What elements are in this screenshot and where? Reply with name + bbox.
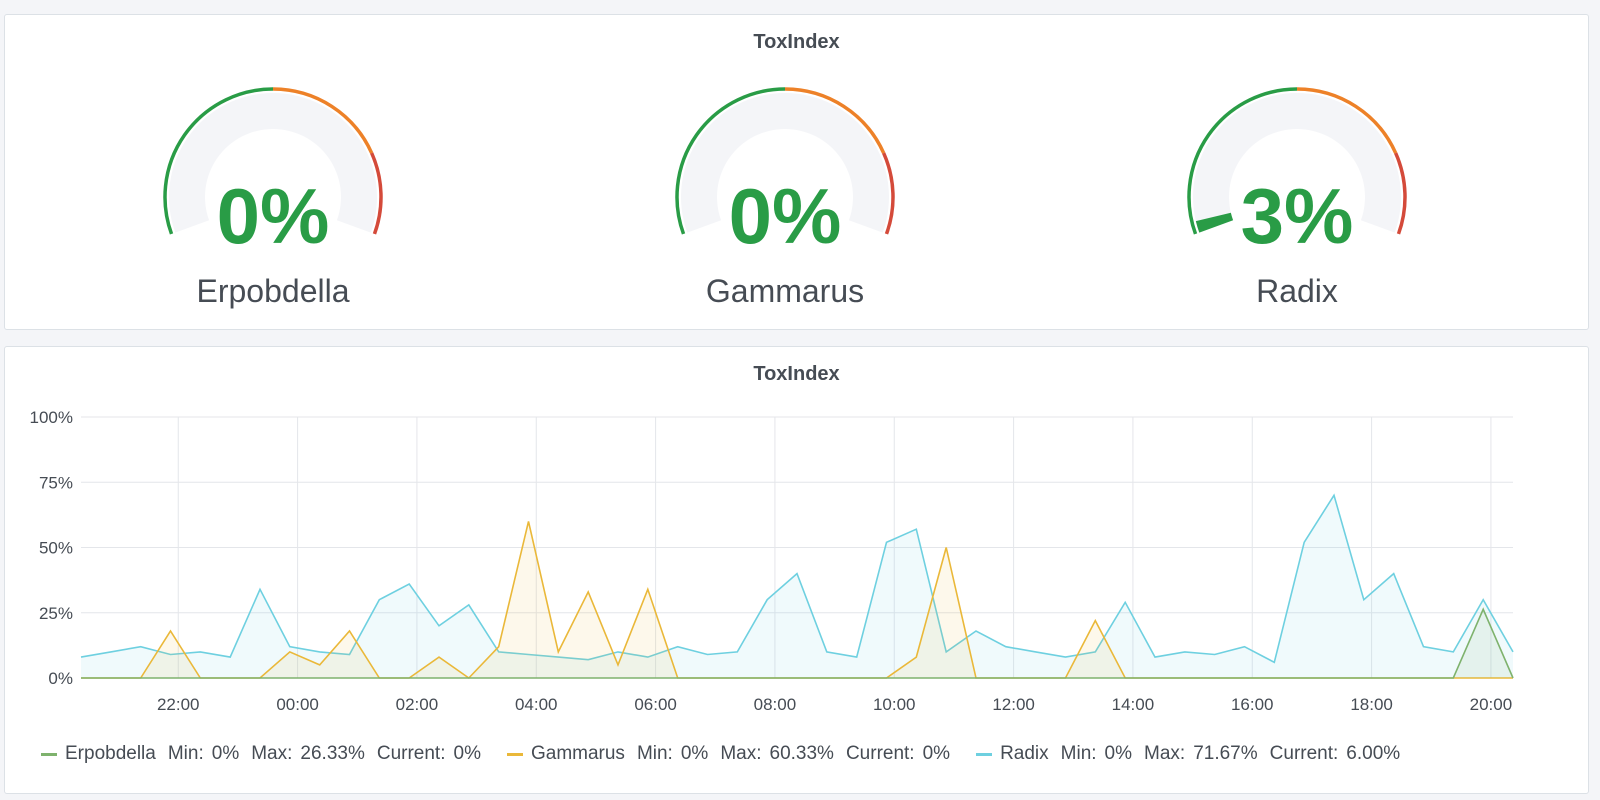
gauge-value-fill — [1195, 212, 1234, 233]
legend-current-label: Current: — [845, 743, 915, 764]
legend-min-label: Min: — [167, 743, 204, 764]
legend-item-gammarus[interactable]: Gammarus Min: 0% Max: 60.33% Current: 0% — [506, 743, 951, 765]
legend-current-label: Current: — [1269, 743, 1339, 764]
y-tick-label: 25% — [39, 604, 73, 623]
x-tick-label: 04:00 — [515, 695, 558, 714]
y-tick-label: 50% — [39, 539, 73, 558]
x-tick-label: 12:00 — [992, 695, 1035, 714]
legend-item-erpobdella[interactable]: Erpobdella Min: 0% Max: 26.33% Current: … — [41, 743, 481, 765]
gauge-threshold-arc — [882, 152, 895, 235]
legend-current-value: 0% — [453, 743, 481, 764]
legend-max-value: 60.33% — [769, 743, 834, 764]
gauge-radix-arc — [1187, 87, 1407, 235]
gauge-value: 3% — [1240, 172, 1354, 260]
legend-item-radix[interactable]: Radix Min: 0% Max: 71.67% Current: 6.00% — [976, 743, 1400, 765]
y-tick-label: 75% — [39, 473, 73, 492]
gauge-label: Gammarus — [705, 273, 865, 309]
legend-min-label: Min: — [1060, 743, 1097, 764]
x-tick-label: 16:00 — [1231, 695, 1274, 714]
graph-panel: ToxIndex 0% 25% 50% 75% 100% 22:00 00:00 02:00 0… — [4, 346, 1589, 794]
gauge-track — [169, 93, 377, 233]
gauge-gammarus: 0% Gammarus — [660, 87, 910, 327]
gauge-threshold-arc — [272, 87, 374, 154]
x-tick-label: 14:00 — [1112, 695, 1155, 714]
legend-series-name: Erpobdella — [65, 743, 156, 764]
gauge-panel: ToxIndex 0% Erpobdella 0% Gammarus 3% Ra… — [4, 14, 1589, 330]
gauge-threshold-arc — [370, 152, 383, 235]
gauge-threshold-arc — [784, 87, 886, 154]
legend-color-swatch — [976, 752, 993, 756]
y-tick-label: 100% — [30, 408, 73, 427]
legend-min-value: 0% — [680, 743, 709, 764]
x-tick-label: 20:00 — [1470, 695, 1513, 714]
gauge-erpobdella-arc — [163, 87, 383, 235]
time-series-chart[interactable]: 0% 25% 50% 75% 100% 22:00 00:00 02:00 04:00 06:00… — [5, 347, 1590, 795]
gauge-threshold-arc — [675, 87, 786, 235]
chart-legend: Erpobdella Min: 0% Max: 26.33% Current: … — [41, 743, 1400, 765]
gauge-value: 0% — [728, 172, 842, 260]
legend-series-name: Radix — [1000, 743, 1049, 764]
gauge-track — [1193, 93, 1401, 233]
gauge-threshold-arc — [1394, 152, 1407, 235]
legend-max-label: Max: — [251, 743, 293, 764]
legend-color-swatch — [506, 752, 523, 756]
legend-max-value: 71.67% — [1193, 743, 1258, 764]
graph-panel-title[interactable]: ToxIndex — [753, 363, 840, 385]
gauge-erpobdella: 0% Erpobdella — [148, 87, 398, 327]
series-area-radix — [81, 495, 1513, 678]
x-tick-label: 06:00 — [634, 695, 677, 714]
legend-max-label: Max: — [1144, 743, 1186, 764]
gauge-track — [681, 93, 889, 233]
x-tick-label: 18:00 — [1350, 695, 1393, 714]
x-tick-label: 00:00 — [276, 695, 319, 714]
gauge-threshold-arc — [1187, 87, 1298, 235]
gauge-value: 0% — [216, 172, 330, 260]
gauge-label: Erpobdella — [196, 273, 350, 309]
legend-min-value: 0% — [1104, 743, 1133, 764]
gauge-label: Radix — [1256, 273, 1338, 309]
legend-series-name: Gammarus — [530, 743, 625, 764]
legend-current-value: 0% — [922, 743, 951, 764]
legend-min-label: Min: — [636, 743, 673, 764]
legend-color-swatch — [41, 752, 57, 756]
x-tick-label: 10:00 — [873, 695, 916, 714]
legend-max-value: 26.33% — [300, 743, 365, 764]
gauge-radix: 3% Radix — [1172, 87, 1422, 327]
x-tick-label: 02:00 — [396, 695, 439, 714]
gauge-gammarus-arc — [675, 87, 895, 235]
y-tick-label: 0% — [48, 669, 73, 688]
x-tick-label: 22:00 — [157, 695, 200, 714]
legend-max-label: Max: — [720, 743, 762, 764]
legend-current-value: 6.00% — [1346, 743, 1401, 764]
gauge-threshold-arc — [163, 87, 274, 235]
legend-current-label: Current: — [376, 743, 446, 764]
gauge-panel-title[interactable]: ToxIndex — [753, 31, 840, 53]
x-tick-label: 08:00 — [754, 695, 797, 714]
legend-min-value: 0% — [211, 743, 240, 764]
gauge-threshold-arc — [1296, 87, 1398, 154]
